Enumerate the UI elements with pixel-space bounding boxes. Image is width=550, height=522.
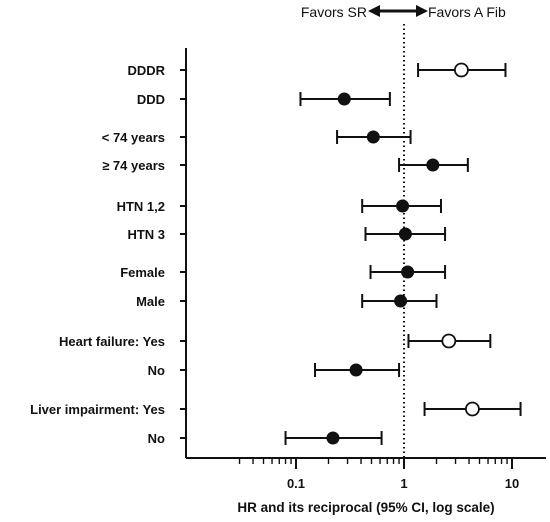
forest-row [314,363,401,377]
estimate-point-open [465,401,480,417]
forest-row [364,227,447,241]
row-label: ≥ 74 years [102,158,165,173]
axes-group: 0.1 1 10 [180,48,546,491]
forest-row [423,401,522,417]
estimate-point [401,265,415,279]
estimate-point [349,363,363,377]
estimate-point [326,431,340,445]
rows-group [284,62,522,445]
forest-row [417,62,507,78]
labels-group: DDDR DDD < 74 years ≥ 74 years HTN 1,2 HTN 3 F… [30,63,165,446]
reference-line-group [368,5,428,458]
forest-row [284,431,383,445]
estimate-point [366,130,380,144]
row-label: Liver impairment: Yes [30,402,165,417]
row-label: DDDR [127,63,165,78]
x-tick-label: 10 [505,476,519,491]
row-label: Heart failure: Yes [59,334,165,349]
forest-row [361,199,442,213]
direction-arrow-right-head [416,5,428,17]
row-label: DDD [137,92,165,107]
forest-row [299,92,391,106]
forest-row [336,130,412,144]
row-label: HTN 1,2 [117,199,165,214]
direction-header: Favors SR Favors A Fib [301,4,506,20]
row-label: < 74 years [102,130,165,145]
x-axis-title: HR and its reciprocal (95% CI, log scale… [237,500,494,515]
row-label: Female [120,265,165,280]
estimate-point [398,227,412,241]
estimate-point [426,158,440,172]
forest-row [361,294,438,308]
row-label: HTN 3 [127,227,165,242]
estimate-point [394,294,408,308]
estimate-point-open [453,62,469,78]
forest-row [407,333,492,349]
forest-row [369,265,447,279]
direction-arrow-left-head [368,5,380,17]
estimate-point-open [441,333,457,349]
favors-right-label: Favors A Fib [428,4,506,20]
favors-left-label: Favors SR [301,4,367,20]
forest-row [398,158,469,172]
estimate-point [337,92,351,106]
x-tick-label: 0.1 [287,476,305,491]
estimate-point [396,199,410,213]
row-label: No [148,363,165,378]
x-tick-label: 1 [400,476,407,491]
row-label: Male [136,294,165,309]
row-label: No [148,431,165,446]
